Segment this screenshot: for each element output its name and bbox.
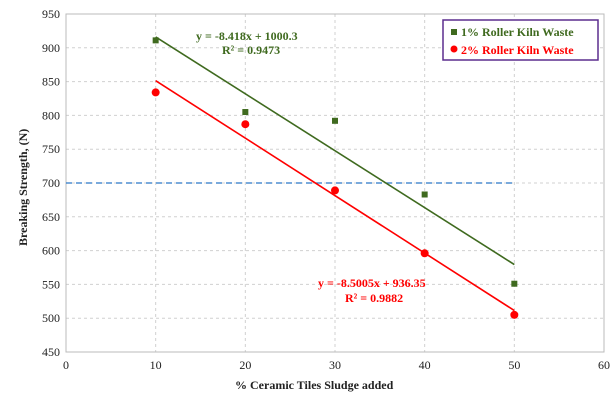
point-series-1 <box>152 37 159 44</box>
y-tick-label: 500 <box>42 311 60 325</box>
legend-marker-square <box>451 29 457 35</box>
point-series-2 <box>241 120 250 129</box>
y-tick-label: 900 <box>42 41 60 55</box>
x-tick-labels: 0 10 20 30 40 50 60 <box>63 358 610 372</box>
trendline-series-2 <box>155 80 515 312</box>
legend: 1% Roller Kiln Waste 2% Roller Kiln Wast… <box>442 19 599 61</box>
x-tick-label: 10 <box>150 358 162 372</box>
x-axis-title: % Ceramic Tiles Sludge added <box>235 378 394 392</box>
x-tick-label: 20 <box>239 358 251 372</box>
trendline-layer <box>155 36 515 312</box>
y-tick-label: 600 <box>42 244 60 258</box>
y-axis-title: Breaking Strength, (N) <box>16 129 30 246</box>
legend-label-1: 1% Roller Kiln Waste <box>461 25 574 39</box>
y-tick-label: 950 <box>42 7 60 21</box>
point-series-1 <box>332 117 338 124</box>
y-tick-label: 450 <box>42 345 60 359</box>
y-tick-label: 800 <box>42 108 60 122</box>
legend-marker-circle <box>450 45 458 53</box>
y-tick-label: 550 <box>42 277 60 291</box>
y-tick-label: 650 <box>42 210 60 224</box>
trendline-r2-1: R² = 0.9473 <box>222 43 280 57</box>
point-series-2 <box>510 310 519 319</box>
y-tick-labels: 450 500 550 600 650 700 750 800 850 900 950 <box>42 7 60 359</box>
x-tick-label: 50 <box>508 358 520 372</box>
y-tick-label: 700 <box>42 176 60 190</box>
legend-box <box>442 19 599 61</box>
y-tick-label: 850 <box>42 75 60 89</box>
legend-label-2: 2% Roller Kiln Waste <box>461 43 574 57</box>
trendline-equation-2: y = -8.5005x + 936.35 <box>318 276 426 290</box>
point-series-1 <box>511 280 518 287</box>
y-tick-label: 750 <box>42 142 60 156</box>
trendline-equation-1: y = -8.418x + 1000.3 <box>196 29 298 43</box>
x-tick-label: 30 <box>329 358 341 372</box>
point-series-1 <box>242 109 249 116</box>
x-tick-label: 60 <box>598 358 610 372</box>
data-points-layer <box>151 37 519 319</box>
x-tick-label: 0 <box>63 358 69 372</box>
x-tick-label: 40 <box>419 358 431 372</box>
point-series-2 <box>420 249 429 258</box>
trendline-r2-2: R² = 0.9882 <box>345 291 403 305</box>
point-series-2 <box>151 88 160 97</box>
point-series-2 <box>331 186 339 195</box>
point-series-1 <box>421 191 428 198</box>
trendline-series-1 <box>155 36 515 266</box>
